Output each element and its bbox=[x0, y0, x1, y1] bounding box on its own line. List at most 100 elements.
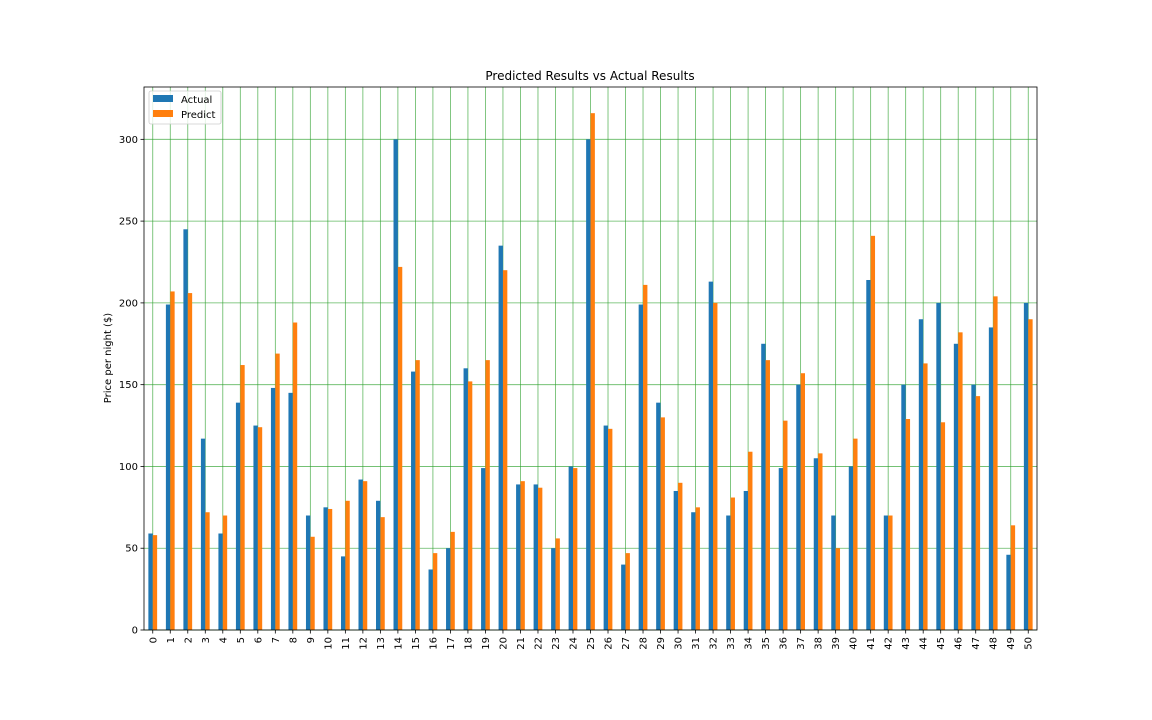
bar-actual-10 bbox=[323, 507, 328, 630]
x-tick-label: 15 bbox=[411, 637, 422, 650]
bar-predict-13 bbox=[380, 517, 385, 630]
bar-predict-6 bbox=[257, 427, 263, 630]
bar-predict-38 bbox=[818, 453, 823, 630]
bar-actual-15 bbox=[411, 371, 416, 630]
bar-actual-46 bbox=[953, 343, 959, 630]
bar-actual-16 bbox=[428, 569, 433, 630]
bar-actual-22 bbox=[533, 484, 538, 630]
bar-predict-39 bbox=[835, 548, 841, 630]
bar-predict-10 bbox=[327, 508, 333, 630]
y-tick-label: 150 bbox=[119, 380, 138, 391]
bar-actual-8 bbox=[288, 392, 293, 630]
bar-actual-25 bbox=[586, 139, 591, 631]
bar-actual-36 bbox=[778, 468, 784, 630]
bar-actual-31 bbox=[691, 512, 696, 630]
bar-actual-11 bbox=[340, 556, 346, 630]
x-tick-label: 10 bbox=[323, 637, 334, 650]
legend-swatch-predict bbox=[153, 110, 173, 117]
bar-actual-4 bbox=[218, 533, 223, 630]
bars bbox=[148, 113, 1033, 631]
x-tick-label: 49 bbox=[1006, 637, 1017, 650]
x-tick-label: 27 bbox=[621, 637, 632, 650]
bar-predict-44 bbox=[923, 363, 928, 630]
x-tick-label: 44 bbox=[919, 637, 930, 650]
bar-predict-17 bbox=[450, 531, 455, 630]
y-tick-label: 100 bbox=[119, 462, 138, 473]
x-tick-label: 28 bbox=[639, 637, 650, 650]
bar-actual-5 bbox=[235, 402, 241, 630]
bar-actual-14 bbox=[393, 139, 398, 631]
x-tick-label: 48 bbox=[989, 637, 1000, 650]
bar-actual-28 bbox=[638, 304, 644, 630]
bar-actual-40 bbox=[848, 466, 854, 630]
bar-actual-3 bbox=[200, 438, 206, 630]
x-tick-label: 40 bbox=[849, 637, 860, 650]
bar-predict-2 bbox=[187, 293, 193, 630]
x-tick-label: 7 bbox=[271, 637, 282, 643]
bar-predict-23 bbox=[555, 538, 560, 630]
bar-predict-36 bbox=[783, 420, 788, 630]
y-tick-label: 250 bbox=[119, 217, 138, 228]
x-tick-label: 31 bbox=[691, 637, 702, 650]
x-tick-label: 20 bbox=[498, 637, 509, 650]
bar-predict-26 bbox=[608, 428, 613, 630]
x-tick-label: 34 bbox=[744, 637, 755, 650]
bar-predict-33 bbox=[730, 497, 735, 630]
bar-predict-1 bbox=[170, 291, 175, 630]
legend-label-actual: Actual bbox=[181, 95, 212, 106]
legend: Actual Predict bbox=[148, 90, 222, 125]
x-tick-label: 45 bbox=[936, 637, 947, 650]
bar-predict-50 bbox=[1028, 319, 1033, 630]
y-axis: 0 50 100 150 200 250 300 bbox=[119, 135, 144, 637]
x-tick-label: 4 bbox=[218, 637, 229, 643]
bar-actual-41 bbox=[866, 279, 871, 630]
bar-predict-25 bbox=[590, 113, 595, 630]
bar-predict-37 bbox=[800, 373, 805, 630]
y-tick-label: 300 bbox=[119, 135, 138, 146]
bar-predict-49 bbox=[1010, 525, 1016, 630]
x-tick-label: 6 bbox=[253, 637, 264, 643]
x-tick-label: 30 bbox=[674, 637, 685, 650]
x-tick-label: 12 bbox=[358, 637, 369, 650]
x-tick-label: 36 bbox=[779, 637, 790, 650]
bar-predict-8 bbox=[292, 322, 298, 630]
x-tick-label: 29 bbox=[656, 637, 667, 650]
x-tick-label: 46 bbox=[954, 637, 965, 650]
x-tick-label: 21 bbox=[516, 637, 527, 650]
bar-actual-0 bbox=[148, 533, 153, 630]
bar-predict-45 bbox=[940, 422, 946, 630]
bar-predict-31 bbox=[695, 507, 700, 630]
bar-actual-13 bbox=[376, 500, 381, 630]
bar-actual-39 bbox=[831, 515, 836, 630]
x-tick-label: 1 bbox=[166, 637, 177, 643]
bar-predict-19 bbox=[485, 360, 490, 630]
bar-actual-2 bbox=[183, 229, 188, 630]
x-tick-label: 25 bbox=[586, 637, 597, 650]
x-tick-label: 9 bbox=[306, 637, 317, 643]
bar-predict-42 bbox=[888, 515, 893, 630]
x-tick-label: 11 bbox=[341, 637, 352, 650]
bar-actual-44 bbox=[918, 319, 924, 630]
x-tick-label: 0 bbox=[148, 637, 159, 643]
x-tick-label: 38 bbox=[814, 637, 825, 650]
bar-predict-47 bbox=[975, 396, 981, 630]
bar-predict-7 bbox=[275, 353, 280, 630]
x-tick-label: 5 bbox=[236, 637, 247, 643]
bar-predict-43 bbox=[905, 419, 911, 630]
x-tick-label: 26 bbox=[604, 637, 615, 650]
bar-actual-34 bbox=[743, 490, 749, 630]
bar-actual-50 bbox=[1023, 302, 1029, 630]
bar-predict-41 bbox=[870, 235, 876, 630]
bar-actual-20 bbox=[498, 245, 503, 630]
bar-actual-9 bbox=[305, 515, 311, 630]
x-tick-label: 47 bbox=[971, 637, 982, 650]
y-axis-label: Price per night ($) bbox=[103, 313, 114, 404]
x-tick-label: 14 bbox=[393, 637, 404, 650]
bar-actual-12 bbox=[358, 479, 363, 630]
y-tick-label: 0 bbox=[132, 626, 138, 637]
x-tick-label: 43 bbox=[901, 637, 912, 650]
legend-swatch-actual bbox=[153, 95, 173, 102]
bar-actual-45 bbox=[936, 302, 941, 630]
bar-predict-9 bbox=[310, 536, 315, 630]
